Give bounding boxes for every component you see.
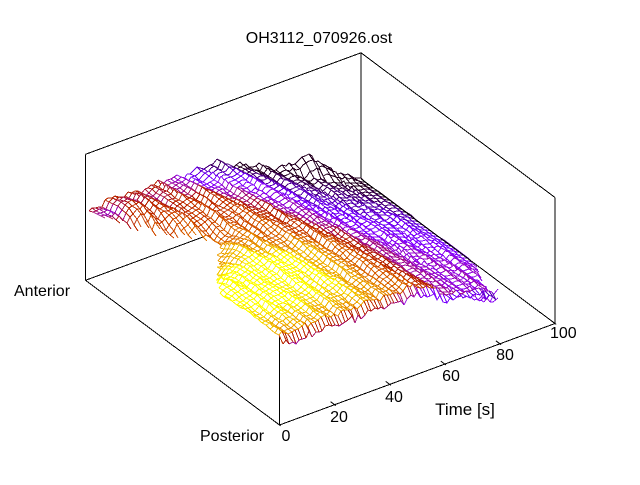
svg-text:Posterior: Posterior — [200, 428, 265, 445]
svg-text:Time [s]: Time [s] — [435, 400, 495, 419]
svg-text:100: 100 — [550, 325, 577, 342]
svg-text:60: 60 — [442, 368, 460, 385]
svg-text:20: 20 — [330, 409, 348, 426]
svg-text:OH3112_070926.ost: OH3112_070926.ost — [246, 30, 393, 47]
svg-text:80: 80 — [496, 347, 514, 364]
svg-text:40: 40 — [385, 389, 403, 406]
svg-text:Anterior: Anterior — [14, 283, 71, 300]
svg-text:0: 0 — [282, 428, 291, 445]
